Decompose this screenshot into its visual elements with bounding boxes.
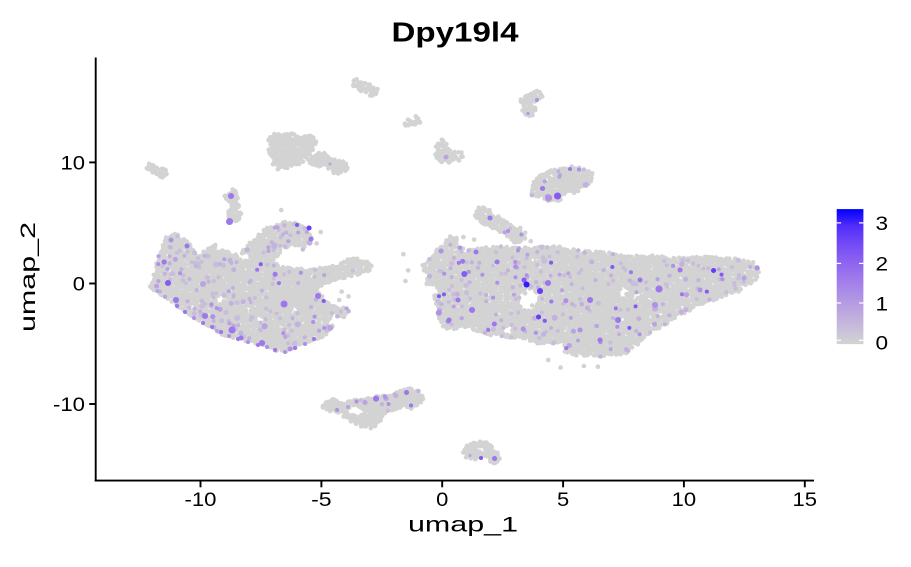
- svg-text:-10: -10: [53, 395, 85, 416]
- svg-text:3: 3: [876, 213, 889, 235]
- svg-text:umap_2: umap_2: [17, 222, 40, 332]
- svg-text:2: 2: [876, 254, 889, 276]
- svg-text:10: 10: [61, 153, 86, 174]
- svg-text:-10: -10: [185, 490, 217, 511]
- svg-text:umap_1: umap_1: [408, 514, 518, 537]
- svg-text:0: 0: [876, 332, 889, 354]
- svg-text:0: 0: [73, 274, 85, 295]
- svg-text:5: 5: [557, 490, 569, 511]
- svg-text:15: 15: [793, 490, 818, 511]
- svg-text:10: 10: [672, 490, 697, 511]
- svg-text:0: 0: [436, 490, 448, 511]
- svg-text:-5: -5: [311, 490, 332, 511]
- svg-text:Dpy19l4: Dpy19l4: [392, 17, 520, 48]
- svg-text:1: 1: [876, 293, 889, 315]
